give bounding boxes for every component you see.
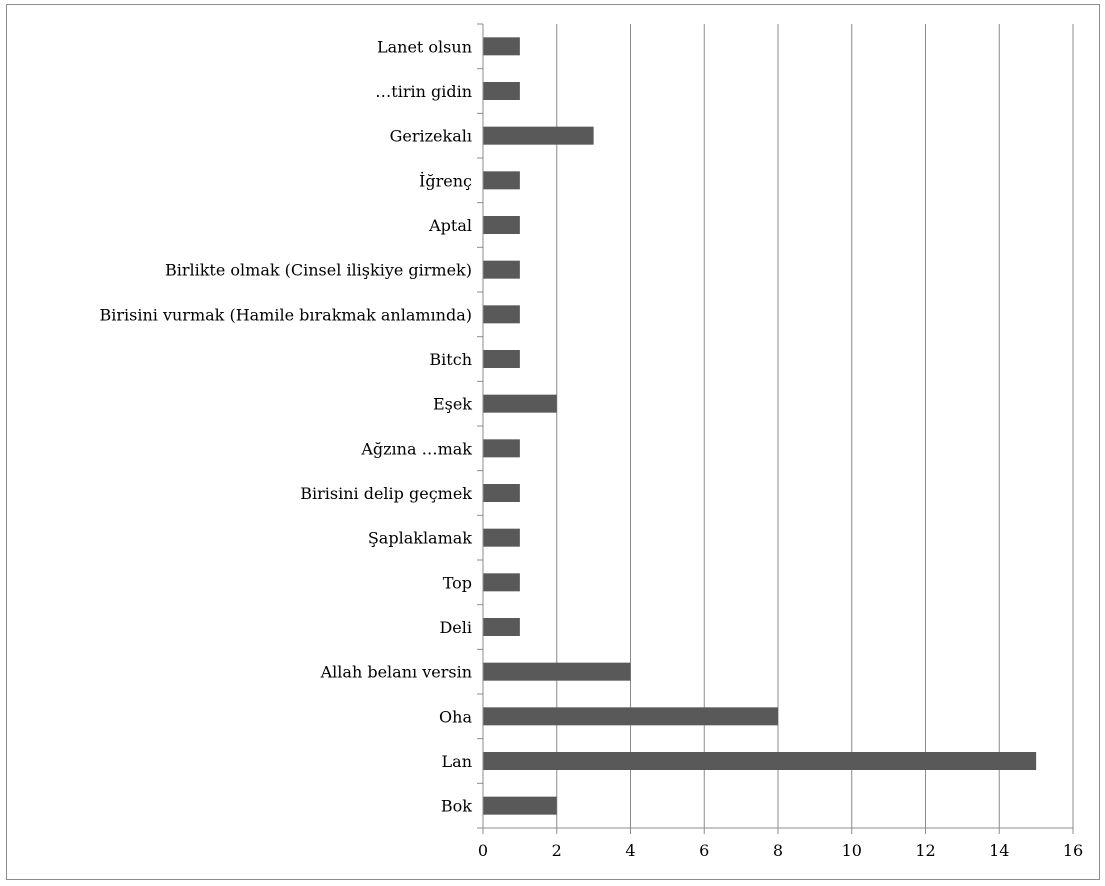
bar [483,707,778,726]
bar [483,484,520,502]
x-tick-label: 4 [625,841,635,860]
category-label: Aptal [428,216,472,235]
axes [477,23,1074,834]
gridlines [556,24,1074,828]
category-label: Lanet olsun [377,37,472,56]
bar [483,305,520,324]
x-tick-label: 16 [1063,841,1083,860]
category-label: Top [443,573,472,592]
category-label: Birlikte olmak (Cinsel ilişkiye girmek) [165,261,472,280]
category-label: Bitch [429,350,472,369]
bar [483,573,520,592]
category-label: Birisini delip geçmek [300,484,472,503]
bar [483,82,520,100]
bar [483,37,520,56]
bar [483,528,520,547]
x-tick-label: 8 [773,841,783,860]
bar [483,439,520,458]
bar [483,126,594,145]
category-label: Allah belanı versin [320,663,472,682]
chart-frame [6,4,1100,880]
category-label: Oha [439,707,472,726]
bar [483,216,520,234]
x-tick-label: 14 [989,841,1009,860]
bar [483,796,557,815]
category-label: Lan [442,752,472,771]
category-label: Ağzına …mak [360,439,472,458]
category-label: İğrenç [419,170,472,190]
bar [483,171,520,190]
x-tick-label: 0 [478,841,488,860]
x-tick-label: 6 [699,841,709,860]
bar [483,618,520,636]
bar [483,350,520,368]
x-tick-labels: 0 2 4 6 8 10 12 14 16 [478,841,1083,860]
x-tick-label: 10 [842,841,862,860]
category-label: Birisini vurmak (Hamile bırakmak anlamın… [99,305,472,324]
bar [483,752,1037,770]
category-label: Şaplaklamak [368,529,472,548]
bar [483,260,520,279]
category-label: …tirin gidin [375,82,472,101]
x-tick-label: 12 [915,841,935,860]
bar [483,662,631,681]
bar [483,394,557,413]
bars [483,37,1037,815]
category-label: Deli [439,618,472,637]
category-label: Eşek [433,395,472,414]
category-label: Bok [441,797,472,816]
x-tick-label: 2 [552,841,562,860]
category-labels: Bok Lan Oha Allah belanı versin Deli Top Şapla… [99,37,472,815]
category-label: Gerizekalı [390,127,472,146]
